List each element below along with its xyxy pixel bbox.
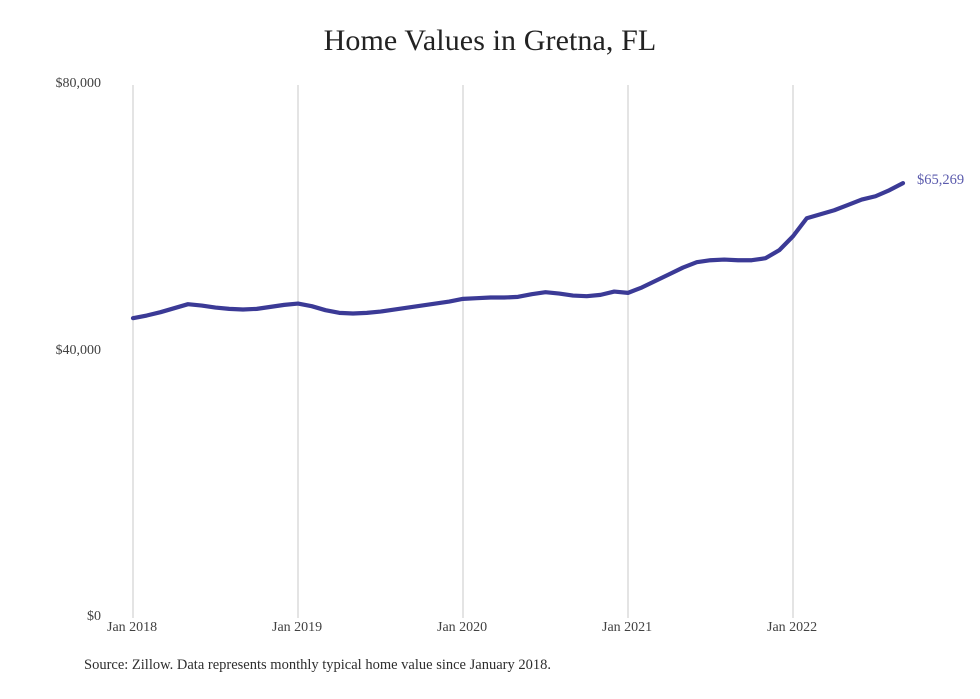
y-axis-tick-80000: $80,000 (55, 76, 102, 91)
gridlines-group (132, 85, 794, 618)
x-axis-tick-jan-2022: Jan 2022 (767, 620, 818, 635)
x-axis-tick-jan-2020: Jan 2020 (437, 620, 488, 635)
data-series-line (130, 181, 906, 321)
y-axis-tick-40000: $40,000 (55, 342, 102, 358)
data-line-group (130, 181, 906, 321)
x-axis-tick-jan-2019: Jan 2019 (272, 620, 323, 635)
source-caption: Source: Zillow. Data represents monthly … (84, 657, 551, 673)
x-axis-tick-jan-2021: Jan 2021 (602, 620, 653, 635)
endpoint-value-label: $65,269 (917, 172, 965, 189)
page-title: Home Values in Gretna, FL (323, 24, 657, 57)
y-axis-tick-0: $0 (87, 609, 101, 624)
x-axis-tick-jan-2018: Jan 2018 (107, 620, 158, 635)
